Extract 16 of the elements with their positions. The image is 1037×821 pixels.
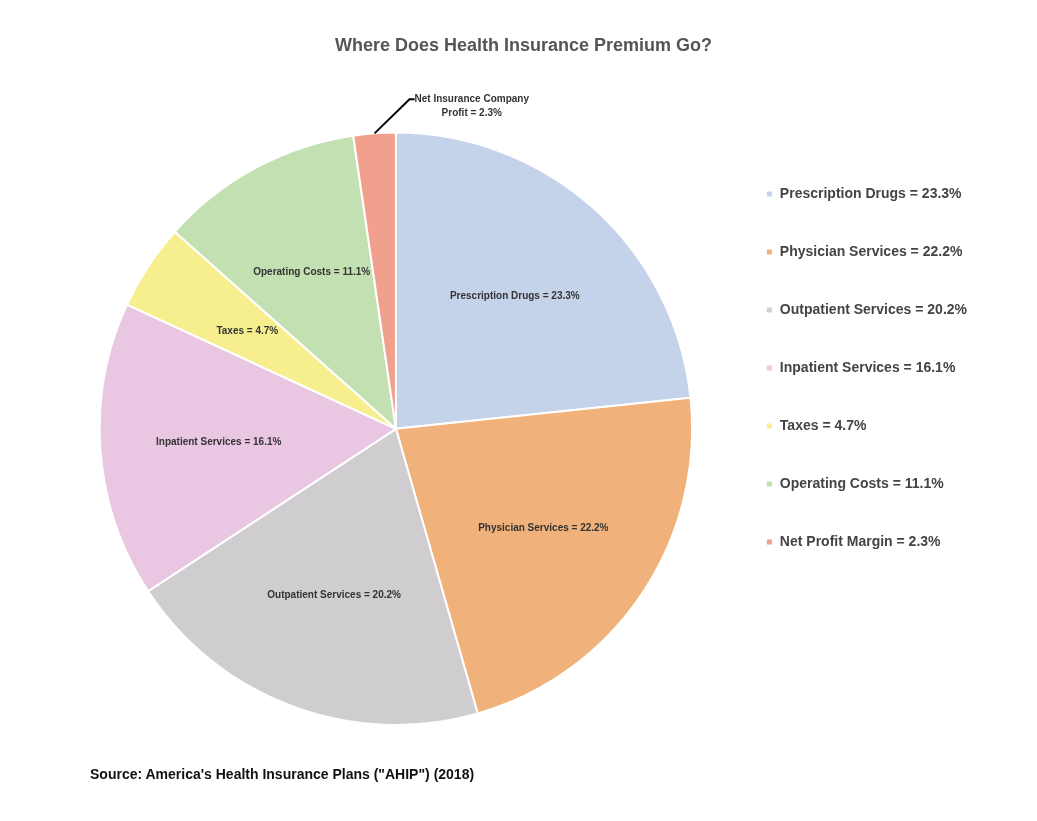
data-label: Prescription Drugs = 23.3% bbox=[449, 290, 580, 302]
legend-label: Prescription Drugs = 23.3% bbox=[779, 184, 963, 201]
data-label: Outpatient Services = 20.2% bbox=[267, 589, 402, 601]
legend-label: Outpatient Services = 20.2% bbox=[779, 300, 968, 317]
legend-label: Taxes = 4.7% bbox=[779, 416, 867, 433]
legend-label: Operating Costs = 11.1% bbox=[779, 474, 945, 491]
source-note: Source: America's Health Insurance Plans ("AHIP") (2018) bbox=[90, 765, 475, 782]
chart-title: Where Does Health Insurance Premium Go? bbox=[334, 34, 713, 55]
data-label: Net Insurance Company Profit = 2.3% bbox=[414, 93, 530, 119]
legend-label: Physician Services = 22.2% bbox=[779, 242, 963, 259]
data-label: Physician Services = 22.2% bbox=[478, 521, 609, 533]
data-label: Taxes = 4.7% bbox=[216, 325, 279, 337]
legend-label: Inpatient Services = 16.1% bbox=[779, 358, 956, 375]
data-label: Inpatient Services = 16.1% bbox=[156, 435, 282, 447]
data-label: Operating Costs = 11.1% bbox=[253, 266, 371, 278]
legend-label: Net Profit Margin = 2.3% bbox=[779, 532, 942, 549]
